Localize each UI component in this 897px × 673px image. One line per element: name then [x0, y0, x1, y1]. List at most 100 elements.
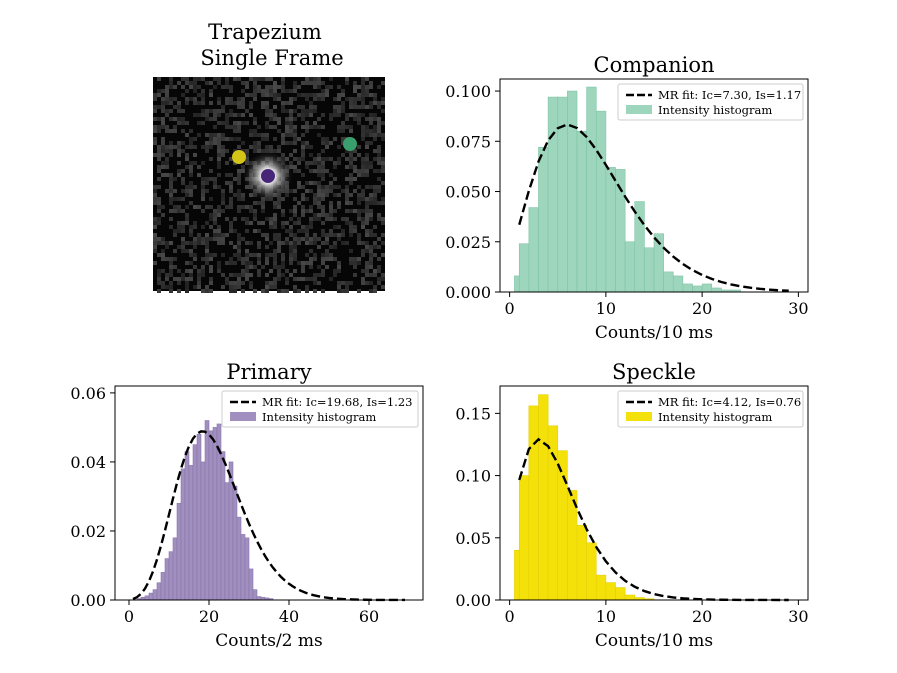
primary-fit-curve — [132, 430, 405, 602]
speckle-fit-curve — [518, 437, 789, 602]
speckle-bar — [624, 594, 636, 601]
companion-bar — [692, 285, 703, 293]
speckle-ytick-label: 0.10 — [455, 467, 491, 486]
primary-title: Primary — [226, 360, 311, 384]
speckle-histogram — [514, 394, 655, 601]
primary-bar — [180, 468, 186, 601]
primary-bar — [212, 427, 218, 601]
companion-title: Companion — [594, 53, 715, 77]
companion-bar — [644, 247, 655, 293]
primary-bar — [172, 537, 178, 601]
primary-legend-box — [221, 390, 419, 428]
companion-xtick-label: 20 — [692, 299, 712, 318]
speckle-marker — [232, 150, 246, 164]
companion-bar — [605, 167, 616, 293]
primary-bar — [252, 589, 258, 601]
speckle-bar — [615, 587, 626, 601]
primary-ytick-label: 0.00 — [70, 591, 106, 610]
companion-chart: Companion 0 10 20 30 0.000 0.025 0.050 0.075 0.10… — [445, 53, 808, 343]
speckle-bar — [557, 450, 568, 601]
primary-bar — [248, 568, 254, 601]
companion-bar — [528, 207, 539, 293]
speckle-bar — [538, 394, 549, 601]
companion-ytick-label: 0.000 — [445, 283, 491, 302]
companion-legend-box — [617, 83, 804, 121]
primary-bar — [196, 434, 202, 601]
primary-ytick-label: 0.04 — [70, 453, 106, 472]
speckle-legend-hist-swatch — [626, 412, 652, 421]
primary-axes-frame — [114, 385, 424, 601]
primary-histogram — [136, 420, 274, 601]
companion-bar — [567, 90, 578, 293]
primary-bar — [204, 420, 210, 601]
speckle-axes-frame — [499, 385, 809, 601]
primary-ytick-label: 0.02 — [70, 522, 106, 541]
companion-legend-hist-label: Intensity histogram — [658, 103, 772, 117]
primary-bar — [224, 482, 230, 601]
speckle-bar — [576, 525, 587, 601]
primary-legend-hist-label: Intensity histogram — [262, 410, 376, 424]
single-frame-panel: Trapezium Single Frame — [153, 20, 385, 293]
primary-xtick-label: 20 — [199, 607, 219, 626]
primary-xtick-label: 40 — [279, 607, 299, 626]
speckle-bar — [605, 582, 616, 601]
primary-bar — [160, 572, 166, 601]
primary-chart: Primary 0 20 40 60 0.00 0.02 0.04 0.06 Counts/2 m… — [70, 360, 424, 651]
primary-bar — [192, 444, 198, 601]
companion-bar — [624, 241, 636, 293]
companion-bar — [595, 110, 607, 293]
primary-bar — [152, 589, 158, 601]
primary-bar — [236, 516, 242, 601]
companion-bar — [586, 86, 597, 293]
companion-xlabel: Counts/10 ms — [595, 323, 713, 343]
companion-fit-curve — [518, 123, 789, 292]
companion-xtick-label: 0 — [505, 299, 515, 318]
companion-ytick-label: 0.075 — [445, 132, 491, 151]
primary-bar — [164, 558, 170, 601]
primary-legend-fit-label: MR fit: Ic=19.68, Is=1.23 — [262, 395, 412, 409]
speckle-ytick-label: 0.00 — [455, 591, 491, 610]
primary-bar — [156, 582, 162, 601]
primary-bar — [148, 592, 154, 601]
primary-bar — [244, 537, 250, 601]
speckle-xlabel: Counts/10 ms — [595, 631, 713, 651]
primary-bar — [168, 551, 174, 601]
primary-bar — [208, 430, 214, 601]
primary-bar — [176, 503, 182, 601]
speckle-legend-box — [617, 390, 804, 428]
companion-bar — [576, 130, 587, 293]
speckle-xtick-label: 10 — [596, 607, 616, 626]
companion-xtick-label: 30 — [788, 299, 808, 318]
companion-bar — [514, 275, 520, 293]
companion-legend-fit-label: MR fit: Ic=7.30, Is=1.17 — [658, 88, 801, 102]
speckle-xtick-label: 20 — [692, 607, 712, 626]
companion-axes-frame — [499, 78, 809, 293]
speckle-bar — [518, 475, 530, 601]
primary-bar — [184, 451, 190, 601]
primary-bar — [256, 596, 262, 601]
primary-bar — [232, 485, 238, 601]
speckle-chart: Speckle 0 10 20 30 0.00 0.05 0.10 0.15 Counts/10 … — [455, 360, 808, 651]
primary-bar — [200, 461, 206, 601]
companion-bar — [672, 275, 684, 293]
speckle-legend-fit-label: MR fit: Ic=4.12, Is=0.76 — [658, 395, 801, 409]
companion-ytick-label: 0.100 — [445, 82, 491, 101]
primary-ytick-label: 0.06 — [70, 384, 106, 403]
companion-bar — [682, 283, 693, 293]
primary-legend-hist-swatch — [230, 412, 256, 421]
speckle-bar — [586, 542, 597, 601]
speckle-bar — [528, 405, 539, 601]
companion-ytick-label: 0.050 — [445, 183, 491, 202]
primary-marker — [261, 169, 275, 183]
primary-xtick-label: 60 — [359, 607, 379, 626]
primary-bar — [188, 465, 194, 601]
speckle-bar — [595, 574, 607, 601]
companion-bar — [663, 271, 674, 293]
image-panel-title-line1: Trapezium — [208, 20, 322, 44]
companion-histogram — [514, 86, 741, 293]
speckle-ytick-label: 0.15 — [455, 404, 491, 423]
